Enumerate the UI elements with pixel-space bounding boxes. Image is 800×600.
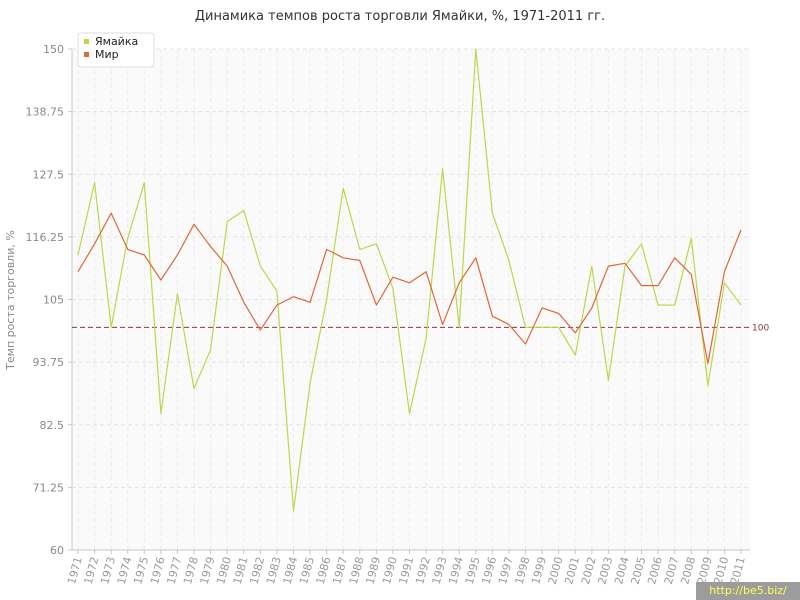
x-tick-labels: 1971197219731974197519761977197819791980…	[65, 550, 748, 586]
reference-line-group: 100	[72, 323, 769, 333]
y-tick-label: 93.75	[33, 356, 65, 369]
legend-swatch	[84, 52, 89, 57]
y-tick-label: 127.5	[33, 168, 65, 181]
y-axis-title: Темп роста торговли, %	[4, 230, 17, 371]
legend-label: Ямайка	[95, 35, 138, 48]
y-tick-label: 138.75	[26, 106, 65, 119]
y-tick-label: 82.5	[40, 419, 65, 432]
y-tick-label: 116.25	[26, 231, 65, 244]
grid-lines	[72, 48, 750, 550]
y-tick-label: 60	[50, 544, 64, 557]
reference-line-label: 100	[752, 323, 769, 333]
y-tick-label: 105	[43, 294, 64, 307]
legend-swatch	[84, 39, 89, 44]
site-watermark[interactable]: http://be5.biz/	[696, 582, 800, 600]
legend-box	[77, 32, 155, 68]
y-tick-label: 71.25	[33, 481, 65, 494]
y-tick-labels: 150 138.75 127.5 116.25 105 93.75 82.5 71.25 60	[26, 43, 72, 557]
y-tick-label: 150	[43, 43, 64, 56]
series-lines	[77, 48, 742, 512]
legend-label: Мир	[95, 48, 119, 61]
chart-title: Динамика темпов роста торговли Ямайки, %…	[194, 9, 606, 24]
